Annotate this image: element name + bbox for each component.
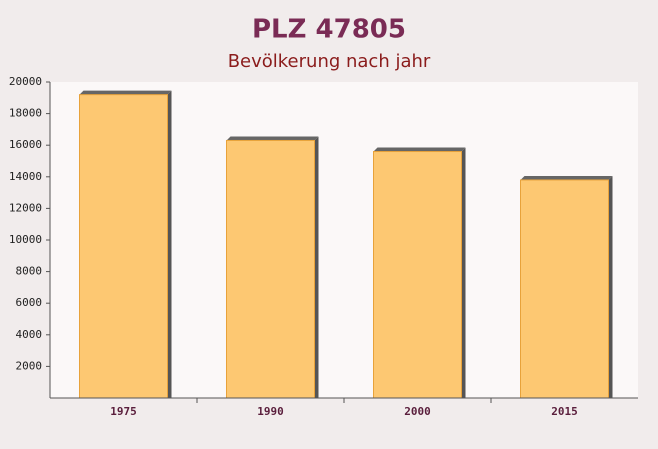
y-tick-label: 4000 <box>16 328 43 341</box>
bar <box>226 139 315 399</box>
bar-shadow <box>373 147 466 152</box>
bar <box>520 179 609 399</box>
chart-title: PLZ 47805 <box>252 15 406 45</box>
bar-shadow <box>226 136 319 141</box>
x-tick-label: 2015 <box>551 405 578 418</box>
y-tick-label: 12000 <box>9 201 42 214</box>
x-tick-label: 1975 <box>110 405 137 418</box>
y-tick-label: 6000 <box>16 296 43 309</box>
bar-shadow <box>167 90 172 398</box>
y-tick-label: 18000 <box>9 107 42 120</box>
y-tick-label: 20000 <box>9 75 42 88</box>
bar-shadow <box>608 175 613 398</box>
bar-shadow <box>79 90 172 95</box>
x-tick-label: 1990 <box>257 405 284 418</box>
bar-shadow <box>314 136 319 398</box>
y-tick-label: 8000 <box>16 265 43 278</box>
chart-subtitle: Bevölkerung nach jahr <box>228 51 431 72</box>
x-tick-label: 2000 <box>404 405 431 418</box>
bar-shadow <box>461 147 466 398</box>
bar-shadow <box>520 175 613 180</box>
bar <box>79 94 168 399</box>
y-tick-label: 16000 <box>9 138 42 151</box>
y-tick-label: 2000 <box>16 359 43 372</box>
y-tick-label: 10000 <box>9 233 42 246</box>
bar <box>373 151 462 399</box>
y-tick-label: 14000 <box>9 170 42 183</box>
